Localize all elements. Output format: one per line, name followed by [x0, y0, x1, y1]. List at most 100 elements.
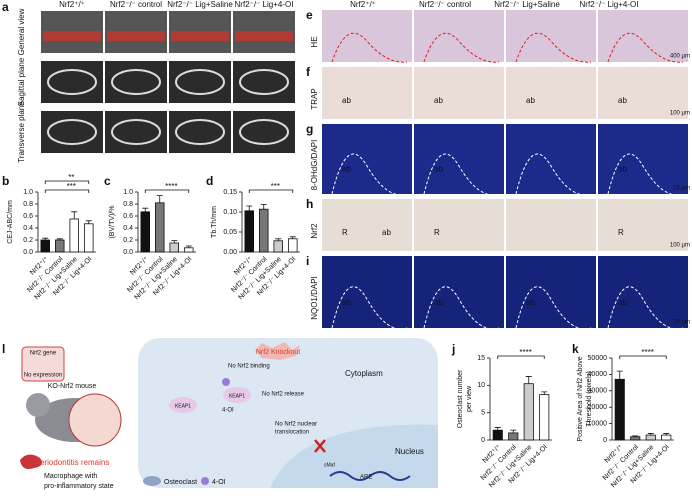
bone-outline — [47, 119, 97, 145]
error-bar — [85, 220, 92, 224]
error-bar — [171, 240, 178, 243]
error-bar — [289, 236, 296, 239]
bar — [273, 240, 283, 253]
y-tick-label: 10000 — [588, 420, 608, 427]
error-bar — [541, 391, 548, 395]
significance: **** — [165, 182, 177, 191]
stain-label: HE — [310, 36, 319, 47]
y-tick-label: 0.0 — [23, 249, 33, 256]
micrograph — [598, 124, 688, 194]
row-label: General view — [17, 8, 26, 55]
bar — [40, 239, 51, 253]
legend-label: Macrophage with — [44, 473, 97, 480]
stain-label: Nrf2 — [310, 223, 319, 239]
outcome: Periodontitis remains — [35, 458, 110, 467]
panel-label: l — [2, 342, 5, 356]
y-tick-label: 0.15 — [223, 189, 237, 196]
gene-text: Nrf2 gene — [30, 351, 57, 357]
y-tick-label: 0.05 — [223, 229, 237, 236]
error-bar — [275, 238, 282, 241]
error-bar — [647, 433, 654, 436]
drug-label: 4-OI — [222, 408, 234, 414]
region-outline — [423, 286, 500, 330]
bone-loss-overlay — [235, 31, 293, 41]
bone-outline — [239, 69, 289, 95]
knockout-label: Nrf2 Knockout — [256, 349, 300, 356]
significance: *** — [67, 182, 76, 191]
panel-label: c — [104, 174, 111, 188]
significance: ** — [68, 173, 74, 182]
region-tag: ab — [434, 165, 443, 174]
significance-bracket — [497, 355, 545, 359]
gene-text: No expression — [24, 373, 62, 379]
bar — [287, 238, 298, 253]
region-outline — [607, 32, 684, 63]
gene-box — [21, 346, 65, 382]
column-header: Nrf2⁻/⁻ Lig+4-OI — [580, 0, 639, 9]
panel-label: k — [572, 342, 579, 356]
bar — [661, 434, 672, 441]
region-tag: R — [342, 228, 348, 237]
region-outline — [515, 153, 592, 196]
significance-bracket — [248, 189, 294, 193]
y-tick-label: 30000 — [588, 388, 608, 395]
panel-label: g — [306, 122, 313, 136]
column-header: Nrf2⁻/⁻ Lig+Saline — [167, 0, 233, 9]
region-outline — [607, 286, 684, 330]
scale-bar-label: 100 μm — [670, 111, 690, 117]
knockout-burst — [255, 342, 300, 360]
bone-outline — [239, 119, 289, 145]
micrograph — [414, 256, 504, 328]
micrograph — [322, 199, 412, 251]
y-tick-label: 0.6 — [123, 213, 133, 220]
error-bar — [663, 433, 670, 436]
micro-ct-image — [233, 61, 295, 103]
error-bar — [142, 207, 149, 212]
y-tick-label: 0.4 — [123, 225, 133, 232]
panel-label: f — [306, 65, 311, 79]
step: No Nrf2 nuclear — [275, 422, 317, 428]
region-outline — [331, 286, 408, 330]
compartment: Nucleus — [395, 447, 424, 456]
bar — [140, 211, 150, 253]
y-tick-label: 10 — [477, 382, 485, 389]
significance-bracket — [144, 189, 190, 193]
micro-ct-image — [169, 111, 231, 153]
drug-dot — [222, 378, 230, 386]
step: No Nrf2 release — [262, 392, 305, 398]
region-tag: ab — [342, 298, 351, 307]
bar — [630, 436, 641, 441]
region-outline — [331, 153, 408, 196]
panel-label: h — [306, 197, 313, 211]
bar — [539, 394, 550, 441]
error-bar — [156, 195, 163, 203]
y-tick-label: 20000 — [588, 404, 608, 411]
panel-label: e — [306, 8, 313, 22]
region-tag: ab — [382, 228, 391, 237]
y-tick-label: 0.6 — [23, 213, 33, 220]
region-tag: ab — [618, 165, 627, 174]
bone-outline — [47, 69, 97, 95]
y-axis-title: Positive Area of Nrf2 Above — [577, 356, 584, 441]
micrograph — [414, 10, 504, 62]
y-tick-label: 50000 — [588, 355, 608, 362]
bar — [55, 239, 65, 253]
bone-loss-overlay — [107, 31, 165, 41]
row-label: Sagittal plane — [17, 57, 26, 106]
micrograph — [506, 124, 596, 194]
keap1 — [223, 387, 251, 403]
bar — [614, 378, 625, 441]
compartment: Cytoplasm — [345, 369, 383, 378]
micro-ct-image — [41, 61, 103, 103]
y-tick-label: 0.2 — [123, 237, 133, 244]
mouse-head — [26, 393, 50, 417]
y-tick-label: 1.0 — [123, 189, 133, 196]
y-tick-label: 0.10 — [223, 209, 237, 216]
micrograph — [506, 10, 596, 62]
micrograph — [414, 199, 504, 251]
tooth-inset — [68, 393, 122, 447]
micrograph — [414, 67, 504, 119]
dna — [329, 471, 411, 481]
region-outline — [607, 153, 684, 196]
